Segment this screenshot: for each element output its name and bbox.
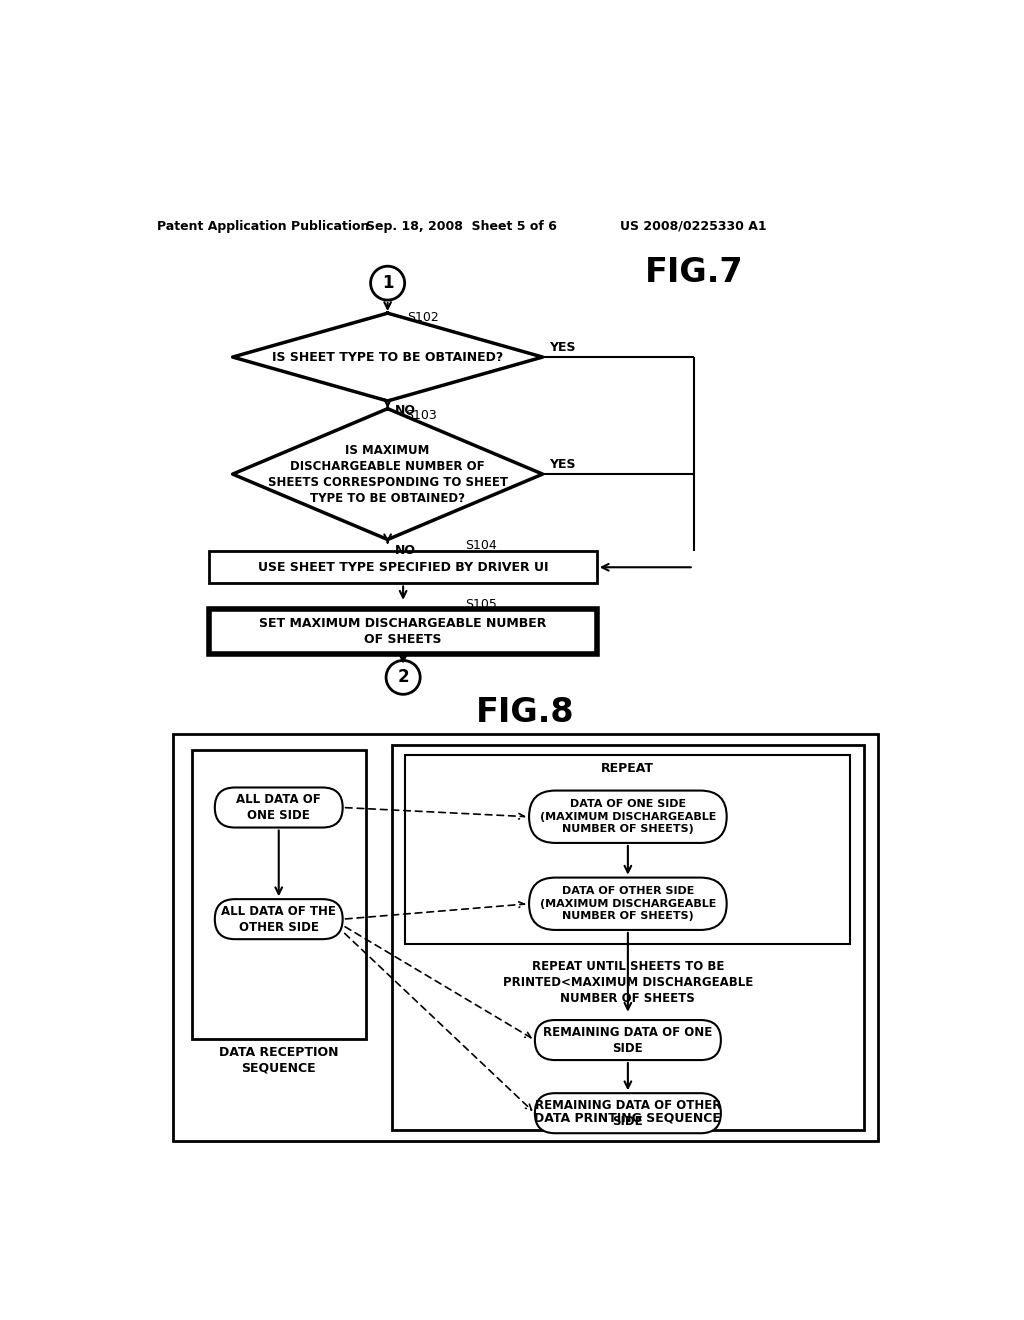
Text: 1: 1 [382,275,393,292]
Text: FIG.7: FIG.7 [644,256,743,289]
Text: FIG.8: FIG.8 [475,697,574,729]
Text: DATA PRINTING SEQUENCE: DATA PRINTING SEQUENCE [535,1111,721,1125]
Text: ALL DATA OF
ONE SIDE: ALL DATA OF ONE SIDE [237,793,322,822]
Circle shape [386,660,420,694]
Text: USE SHEET TYPE SPECIFIED BY DRIVER UI: USE SHEET TYPE SPECIFIED BY DRIVER UI [258,561,549,574]
Text: NO: NO [395,544,417,557]
Text: REPEAT: REPEAT [601,762,654,775]
Circle shape [371,267,404,300]
Text: SET MAXIMUM DISCHARGEABLE NUMBER
OF SHEETS: SET MAXIMUM DISCHARGEABLE NUMBER OF SHEE… [259,616,547,645]
FancyBboxPatch shape [209,552,597,583]
FancyBboxPatch shape [406,755,850,944]
FancyBboxPatch shape [173,734,879,1140]
FancyBboxPatch shape [529,791,727,843]
Text: Sep. 18, 2008  Sheet 5 of 6: Sep. 18, 2008 Sheet 5 of 6 [366,219,557,232]
Text: S102: S102 [407,312,438,325]
FancyBboxPatch shape [535,1020,721,1060]
Text: DATA RECEPTION
SEQUENCE: DATA RECEPTION SEQUENCE [219,1045,339,1074]
Text: REPEAT UNTIL SHEETS TO BE
PRINTED<MAXIMUM DISCHARGEABLE
NUMBER OF SHEETS: REPEAT UNTIL SHEETS TO BE PRINTED<MAXIMU… [503,960,753,1005]
Text: NO: NO [395,404,417,417]
FancyBboxPatch shape [529,878,727,929]
Text: REMAINING DATA OF OTHER
SIDE: REMAINING DATA OF OTHER SIDE [535,1098,721,1127]
Text: YES: YES [549,458,575,471]
Text: DATA OF OTHER SIDE
(MAXIMUM DISCHARGEABLE
NUMBER OF SHEETS): DATA OF OTHER SIDE (MAXIMUM DISCHARGEABL… [540,886,716,921]
Text: 2: 2 [397,668,409,686]
Text: US 2008/0225330 A1: US 2008/0225330 A1 [621,219,767,232]
Text: DATA OF ONE SIDE
(MAXIMUM DISCHARGEABLE
NUMBER OF SHEETS): DATA OF ONE SIDE (MAXIMUM DISCHARGEABLE … [540,800,716,834]
Text: IS MAXIMUM
DISCHARGEABLE NUMBER OF
SHEETS CORRESPONDING TO SHEET
TYPE TO BE OBTA: IS MAXIMUM DISCHARGEABLE NUMBER OF SHEET… [267,444,508,504]
Text: S103: S103 [404,409,436,422]
Polygon shape [232,313,543,401]
FancyBboxPatch shape [191,750,366,1039]
Text: YES: YES [549,341,575,354]
FancyBboxPatch shape [391,744,864,1130]
FancyBboxPatch shape [215,788,343,828]
Text: S104: S104 [465,539,497,552]
Polygon shape [232,409,543,540]
FancyBboxPatch shape [535,1093,721,1133]
Text: Patent Application Publication: Patent Application Publication [158,219,370,232]
Text: REMAINING DATA OF ONE
SIDE: REMAINING DATA OF ONE SIDE [544,1026,713,1055]
Text: S105: S105 [465,598,497,611]
FancyBboxPatch shape [209,609,597,653]
Text: ALL DATA OF THE
OTHER SIDE: ALL DATA OF THE OTHER SIDE [221,904,336,933]
Text: IS SHEET TYPE TO BE OBTAINED?: IS SHEET TYPE TO BE OBTAINED? [272,351,503,363]
FancyBboxPatch shape [215,899,343,940]
